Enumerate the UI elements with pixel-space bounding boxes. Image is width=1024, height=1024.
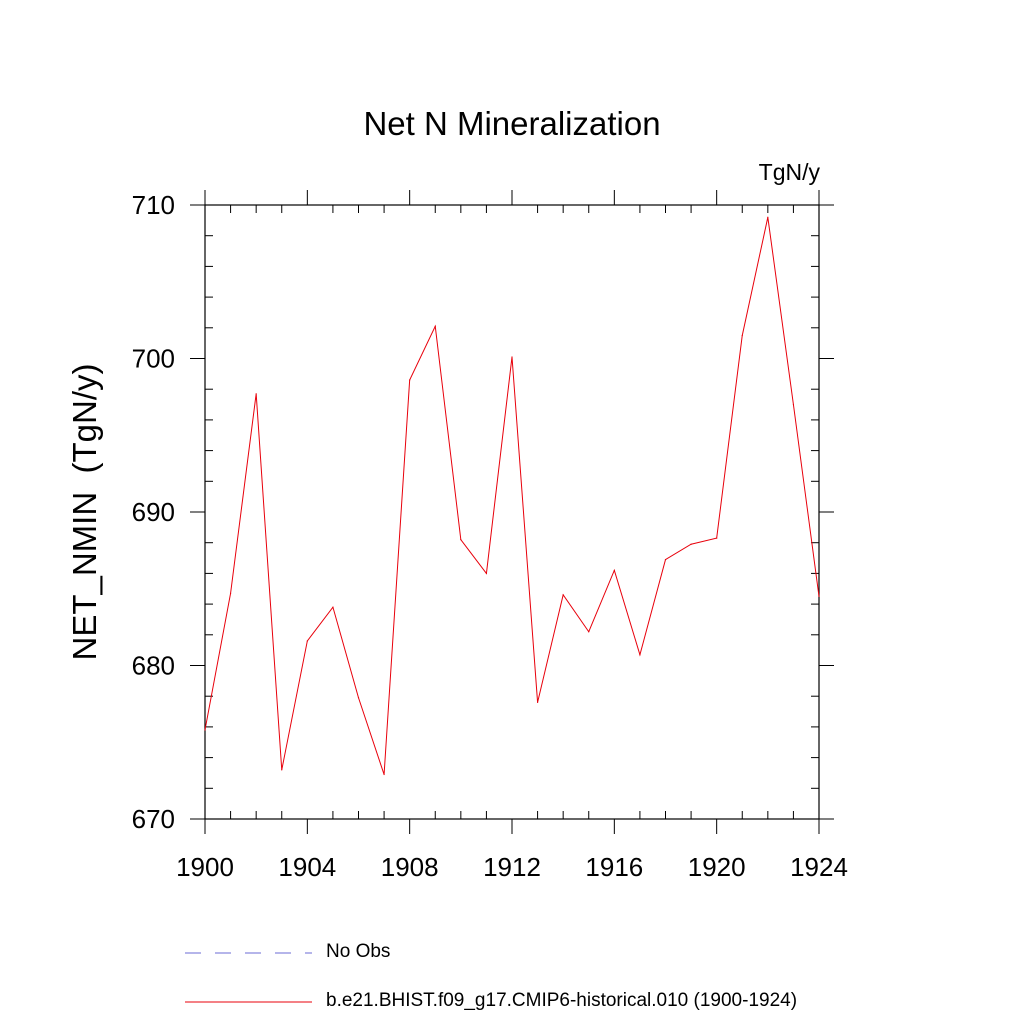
x-tick-label: 1920 [688,852,746,882]
units-label: TgN/y [759,159,821,185]
data-point [409,379,411,381]
legend [185,952,312,1003]
data-point [485,572,488,575]
x-tick-label: 1908 [381,852,439,882]
data-point [690,543,692,545]
data-point [536,701,539,703]
y-tick-label: 700 [132,344,175,374]
data-point [792,403,795,406]
data-point [767,216,769,218]
data-point [741,334,743,337]
x-tick-label: 1900 [176,852,234,882]
data-point [383,773,385,776]
data-point [229,592,232,594]
y-tick-label: 690 [132,497,175,527]
data-point [639,654,641,656]
data-point [255,393,257,395]
data-point [613,569,615,571]
data-point [332,606,334,608]
plot-frame [204,204,820,820]
x-tick-label: 1904 [278,852,336,882]
data-point [306,640,308,642]
data-point [664,558,667,561]
axis-tick-labels: 1900 1904 1908 1912 1916 1920 1924 670 680 690 700… [132,190,848,882]
chart-title: Net N Mineralization [363,105,660,142]
data-point [716,537,718,539]
y-axis-label: NET_NMIN (TgN/y) [66,364,103,661]
x-tick-label: 1924 [790,852,848,882]
axis-ticks [190,190,834,834]
data-point [357,697,360,699]
y-tick-label: 670 [132,804,175,834]
data-point [511,356,513,358]
y-tick-label: 710 [132,190,175,220]
x-tick-label: 1912 [483,852,541,882]
data-point [281,769,283,771]
legend-label-no-obs: No Obs [326,941,391,962]
data-point [588,631,590,633]
data-point [818,595,820,598]
data-point [434,325,436,327]
series-layer [204,216,820,776]
series-line [204,217,820,775]
legend-label-historical: b.e21.BHIST.f09_g17.CMIP6-historical.010… [326,990,798,1011]
x-tick-label: 1916 [585,852,643,882]
data-point [204,729,206,731]
data-point [460,539,462,541]
y-tick-label: 680 [132,651,175,681]
data-point [562,594,564,596]
